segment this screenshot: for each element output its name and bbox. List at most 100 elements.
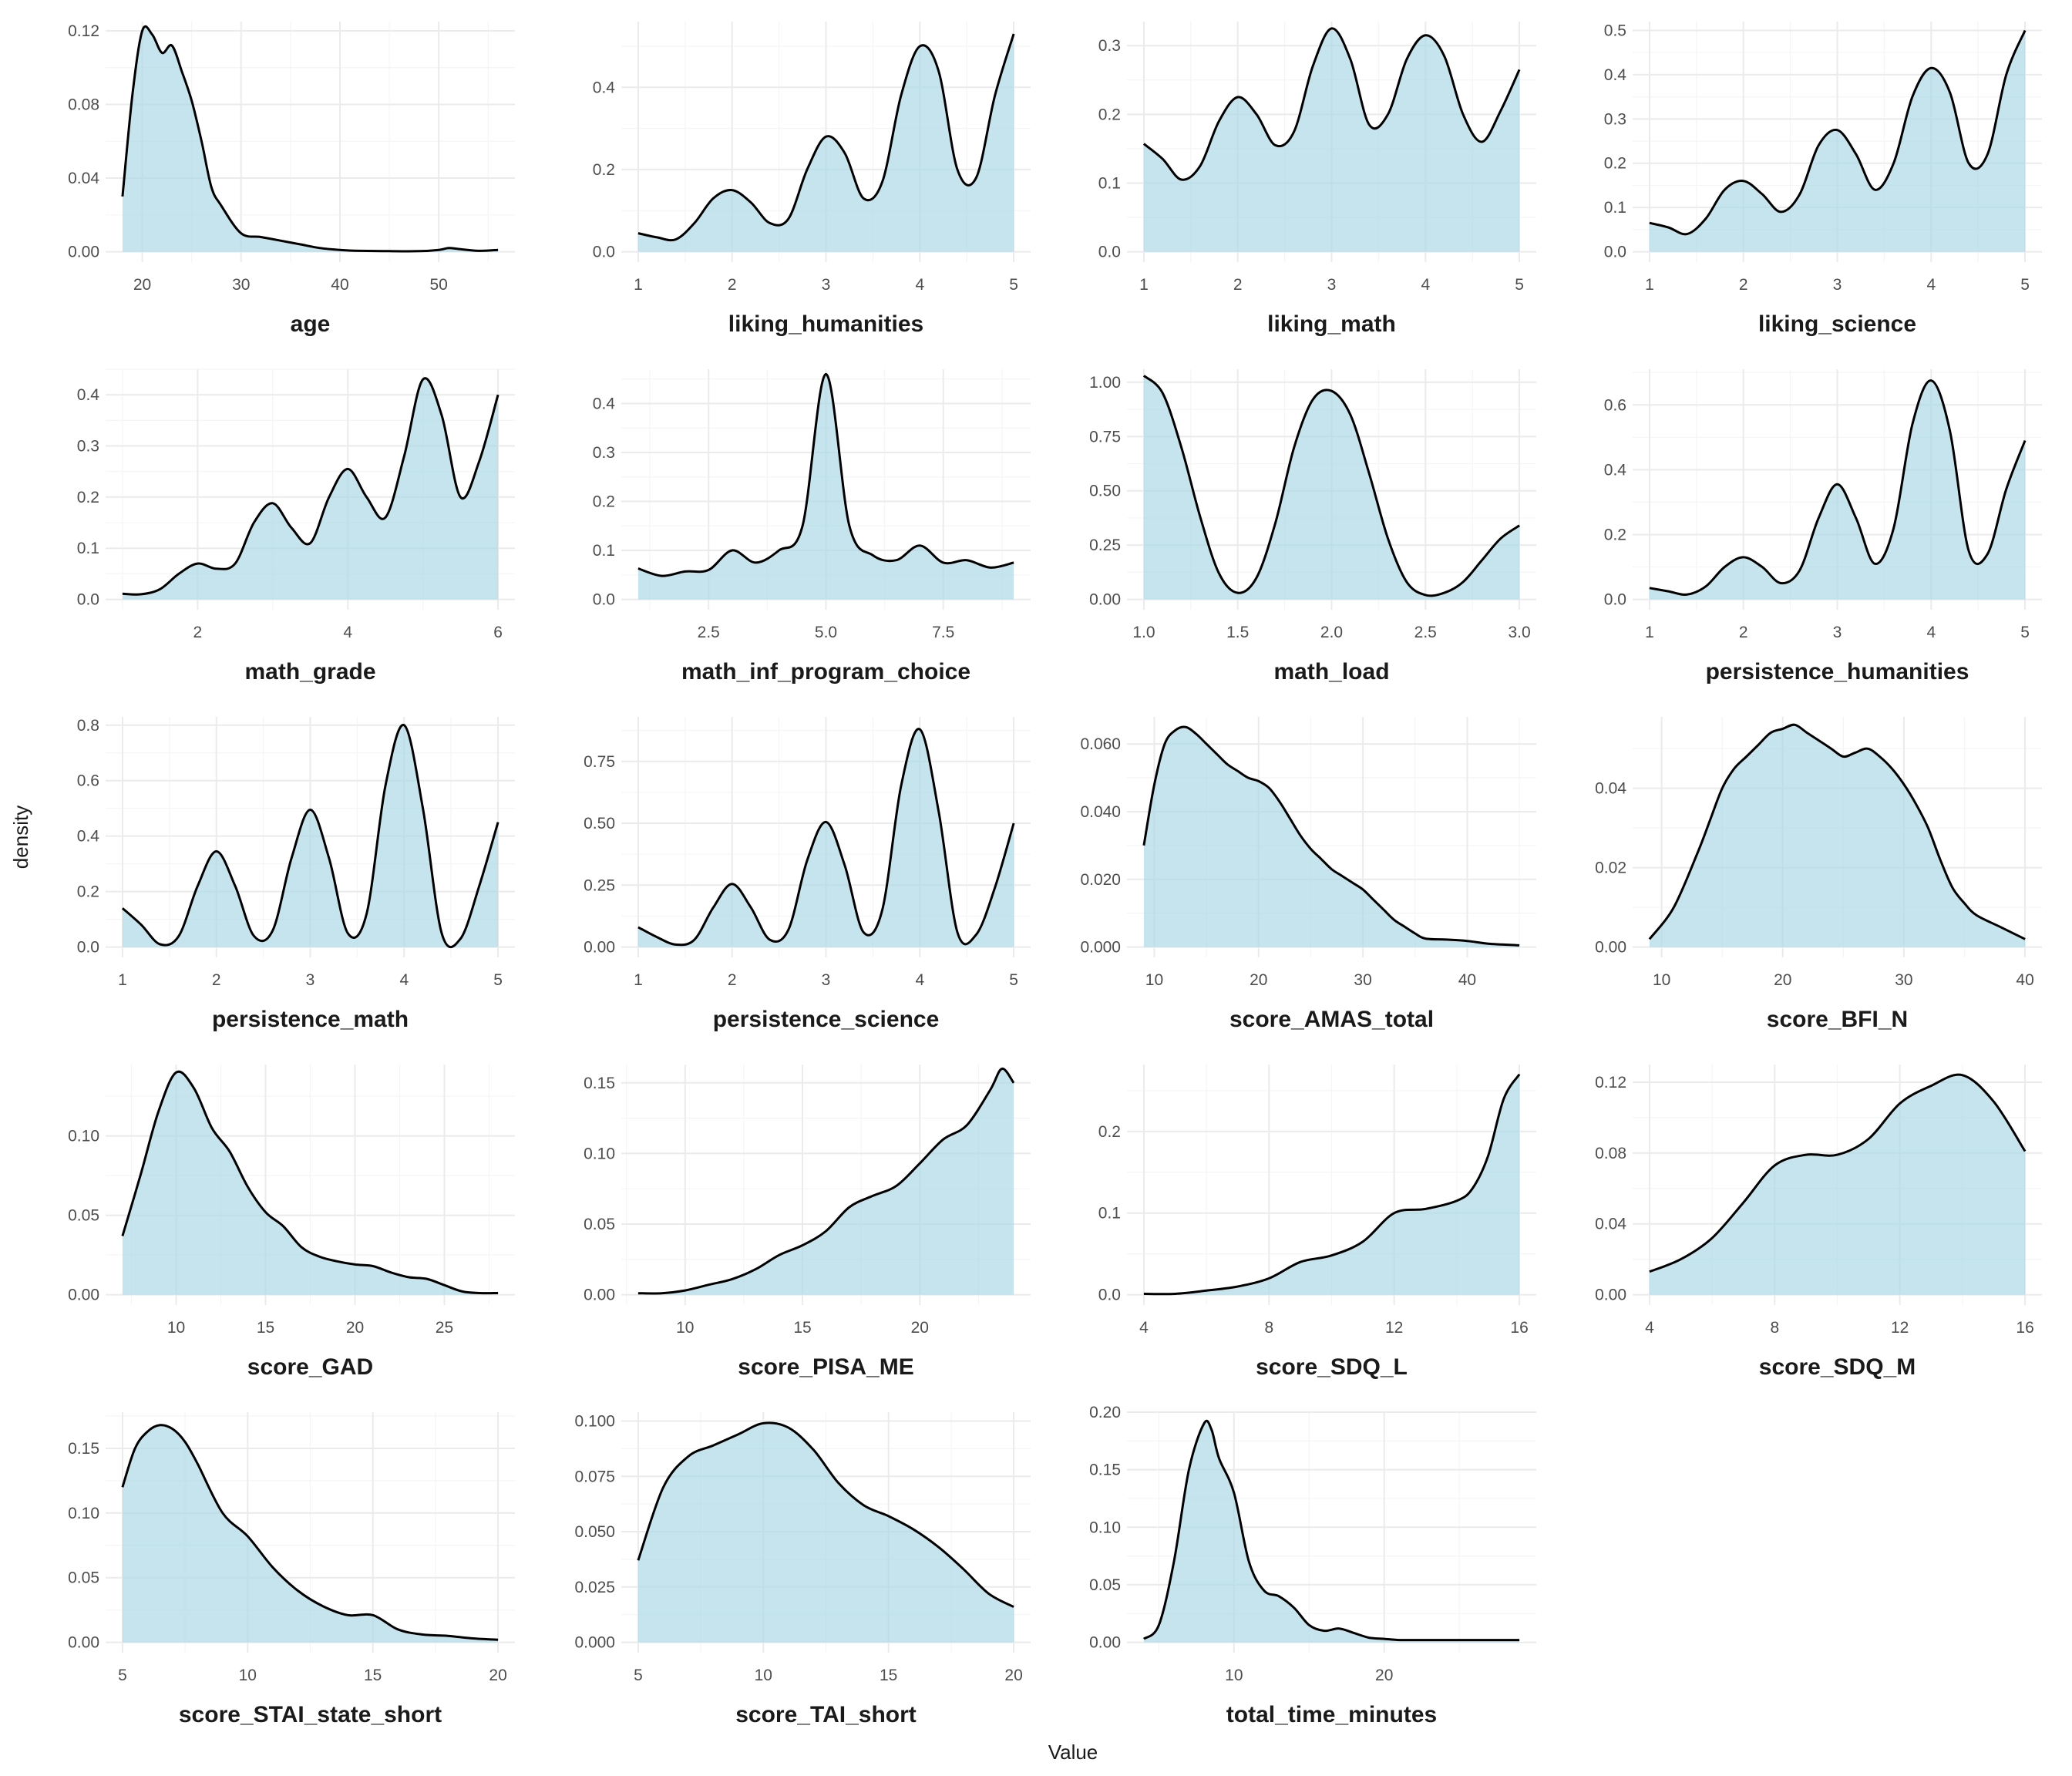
x-tick-label: 2 <box>1233 276 1243 294</box>
panel-title: total_time_minutes <box>1226 1702 1437 1727</box>
x-tick-label: 40 <box>2016 971 2033 989</box>
panel-score_SDQ_M: 4 8 12 16 0.00 0.04 0.08 0.12 score_SDQ_M <box>1595 1065 2042 1380</box>
panel-score_PISA_ME: 10 15 20 0.00 0.05 0.10 0.15 score_PISA_ME <box>584 1065 1031 1380</box>
y-tick-label: 0.2 <box>1098 1123 1121 1141</box>
y-tick-label: 0.0 <box>77 591 99 609</box>
y-tick-label: 0.0 <box>1604 591 1626 609</box>
x-tick-label: 5 <box>2020 276 2030 294</box>
y-tick-label: 0.15 <box>1089 1462 1121 1479</box>
panel-score_STAI_state_short: 5 10 15 20 0.00 0.05 0.10 0.15 score_STAI_state_… <box>68 1412 515 1727</box>
panel-title: math_grade <box>244 659 375 684</box>
y-tick-label: 0.50 <box>584 815 615 832</box>
panel-persistence_math: 1 2 3 4 5 0.0 0.2 0.4 0.6 0.8 persistence_math <box>77 717 515 1032</box>
y-tick-label: 0.20 <box>1089 1404 1121 1421</box>
panel-title: score_GAD <box>247 1354 373 1380</box>
y-tick-label: 0.040 <box>1080 803 1121 821</box>
panel-title: score_BFI_N <box>1767 1007 1908 1032</box>
density-curve <box>1649 1073 2027 1273</box>
x-tick-label: 6 <box>493 624 503 641</box>
panel-title: score_TAI_short <box>735 1702 917 1727</box>
y-tick-label: 0.0 <box>1604 244 1626 261</box>
y-tick-label: 0.15 <box>584 1075 615 1092</box>
x-tick-label: 2.5 <box>698 624 720 641</box>
x-tick-label: 2 <box>1739 276 1748 294</box>
x-tick-label: 1 <box>118 971 127 989</box>
y-tick-label: 0.00 <box>68 1287 99 1304</box>
y-tick-label: 0.5 <box>1604 22 1626 39</box>
density-area <box>637 1068 1014 1295</box>
panel-title: age <box>291 311 331 337</box>
y-tick-label: 0.6 <box>77 772 99 790</box>
x-tick-label: 5 <box>118 1667 127 1684</box>
panel-liking_math: 1 2 3 4 5 0.0 0.1 0.2 0.3 liking_math <box>1098 22 1536 337</box>
y-tick-label: 0.00 <box>584 1287 615 1304</box>
x-tick-label: 7.5 <box>932 624 954 641</box>
x-tick-label: 10 <box>1225 1667 1243 1684</box>
y-tick-label: 0.12 <box>1595 1074 1626 1092</box>
y-tick-label: 0.4 <box>1604 66 1627 84</box>
x-tick-label: 20 <box>489 1667 506 1684</box>
density-curve <box>121 724 500 949</box>
x-axis-label: Value <box>1048 1741 1098 1764</box>
y-tick-label: 0.2 <box>1604 526 1626 543</box>
panel-liking_humanities: 1 2 3 4 5 0.0 0.2 0.4 liking_humanities <box>593 22 1031 337</box>
density-area <box>1143 1421 1520 1643</box>
y-tick-label: 0.0 <box>1098 1287 1121 1304</box>
y-tick-label: 0.4 <box>77 828 100 846</box>
x-tick-label: 3 <box>822 971 831 989</box>
density-area <box>637 34 1014 252</box>
y-tick-label: 0.75 <box>1089 428 1121 446</box>
panel-liking_science: 1 2 3 4 5 0.0 0.1 0.2 0.3 0.4 0.5 liking_science <box>1604 22 2042 337</box>
x-tick-label: 4 <box>399 971 409 989</box>
y-tick-label: 0.050 <box>574 1523 615 1541</box>
y-tick-label: 0.05 <box>1089 1576 1121 1594</box>
y-tick-label: 0.1 <box>1098 174 1121 192</box>
x-tick-label: 15 <box>880 1667 897 1684</box>
x-tick-label: 1 <box>1645 624 1654 641</box>
y-tick-label: 0.1 <box>1604 199 1626 217</box>
y-axis-label: density <box>9 806 32 869</box>
x-tick-label: 12 <box>1385 1319 1403 1337</box>
y-tick-label: 0.10 <box>1089 1519 1121 1536</box>
y-tick-label: 0.0 <box>77 939 99 957</box>
y-tick-label: 0.15 <box>68 1440 99 1458</box>
density-area <box>122 378 499 600</box>
y-tick-label: 0.1 <box>1098 1205 1121 1223</box>
panel-score_AMAS_total: 10 20 30 40 0.000 0.020 0.040 0.060 score_AMAS_t… <box>1080 717 1536 1032</box>
x-tick-label: 30 <box>232 276 250 294</box>
x-tick-label: 20 <box>911 1319 929 1337</box>
panel-score_TAI_short: 5 10 15 20 0.000 0.025 0.050 0.075 0.100 score_TA… <box>574 1412 1031 1727</box>
x-tick-label: 8 <box>1770 1319 1779 1337</box>
y-tick-label: 0.00 <box>1089 1634 1121 1652</box>
x-tick-label: 5 <box>634 1667 643 1684</box>
density-area <box>122 1071 499 1295</box>
y-tick-label: 0.2 <box>77 883 99 901</box>
y-tick-label: 0.4 <box>593 395 616 412</box>
x-tick-label: 12 <box>1891 1319 1909 1337</box>
panel-title: score_SDQ_M <box>1759 1354 1916 1380</box>
y-tick-label: 0.2 <box>593 161 615 179</box>
y-tick-label: 0.10 <box>68 1505 99 1522</box>
x-tick-label: 4 <box>1645 1319 1654 1337</box>
panel-age: 20 30 40 50 0.00 0.04 0.08 0.12 age <box>68 22 515 337</box>
x-tick-label: 15 <box>364 1667 382 1684</box>
y-tick-label: 0.04 <box>68 170 99 187</box>
y-tick-label: 0.2 <box>593 493 615 511</box>
density-area <box>1649 30 2026 252</box>
x-tick-label: 1 <box>1645 276 1654 294</box>
x-tick-label: 4 <box>343 624 352 641</box>
y-tick-label: 0.00 <box>1595 1287 1626 1304</box>
y-tick-label: 0.8 <box>77 717 99 735</box>
density-curve <box>637 728 1015 947</box>
y-tick-label: 0.4 <box>1604 461 1627 479</box>
density-curve <box>1142 1419 1520 1642</box>
x-tick-label: 20 <box>1004 1667 1022 1684</box>
x-tick-label: 10 <box>1145 971 1163 989</box>
x-tick-label: 4 <box>1421 276 1430 294</box>
density-area <box>1143 375 1520 600</box>
x-tick-label: 10 <box>167 1319 185 1337</box>
density-curve <box>121 1070 499 1295</box>
y-tick-label: 0.0 <box>593 244 615 261</box>
x-tick-label: 3 <box>1833 276 1842 294</box>
